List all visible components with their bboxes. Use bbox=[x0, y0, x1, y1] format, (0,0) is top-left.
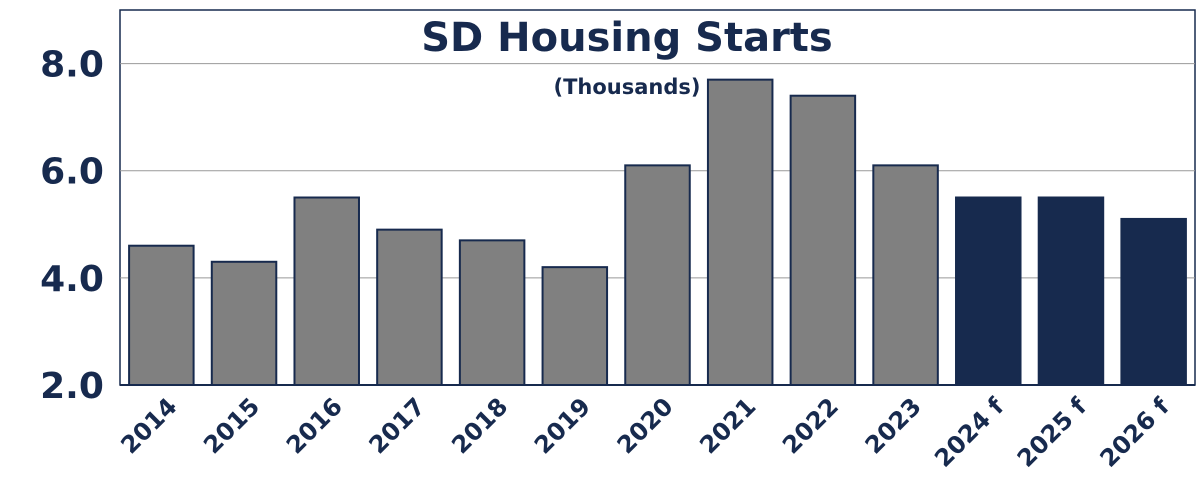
x-tick-label: 2021 bbox=[694, 392, 761, 459]
bar bbox=[872, 164, 939, 386]
bar bbox=[210, 260, 278, 386]
bar bbox=[541, 266, 609, 386]
x-tick-label: 2022 bbox=[777, 392, 844, 459]
x-tick-label: 2026 f bbox=[1095, 392, 1176, 473]
x-tick-label: 2018 bbox=[446, 392, 513, 459]
bar bbox=[624, 164, 691, 386]
bar bbox=[128, 244, 195, 386]
chart-subtitle: (Thousands) bbox=[554, 75, 701, 99]
x-tick-label: 2023 bbox=[860, 392, 927, 459]
x-tick-label: 2024 f bbox=[929, 392, 1010, 473]
x-tick-label: 2014 bbox=[116, 392, 183, 459]
bar bbox=[458, 239, 526, 386]
y-tick-label: 8.0 bbox=[40, 45, 104, 86]
y-tick-label: 4.0 bbox=[40, 259, 104, 300]
x-tick-label: 2025 f bbox=[1012, 392, 1093, 473]
x-tick-label: 2016 bbox=[281, 392, 348, 459]
bar bbox=[789, 94, 857, 386]
x-tick-label: 2019 bbox=[529, 392, 596, 459]
chart-title: SD Housing Starts bbox=[421, 15, 833, 61]
bar bbox=[1037, 196, 1105, 386]
x-tick-label: 2015 bbox=[198, 392, 265, 459]
x-tick-label: 2017 bbox=[364, 392, 431, 459]
bar bbox=[293, 196, 360, 386]
bar bbox=[955, 196, 1022, 386]
y-tick-label: 2.0 bbox=[40, 366, 104, 407]
x-tick-label: 2020 bbox=[612, 392, 679, 459]
bar bbox=[1120, 217, 1187, 386]
bar bbox=[376, 228, 443, 386]
y-tick-label: 6.0 bbox=[40, 152, 104, 193]
bar bbox=[706, 78, 774, 387]
